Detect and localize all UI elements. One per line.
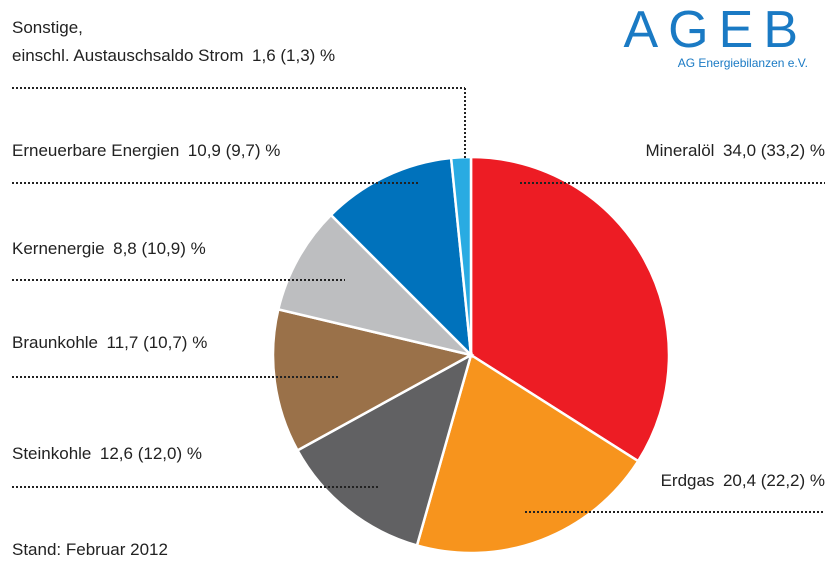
- value-label: 20,4 (22,2) %: [722, 471, 825, 490]
- slice-label: Erdgas 20,4 (22,2) %: [661, 467, 825, 495]
- pie-slice: [329, 156, 473, 359]
- footer: Stand: Februar 2012: [12, 540, 168, 559]
- value-label: 8,8 (10,9) %: [113, 239, 206, 258]
- value-label: 1,6 (1,3) %: [252, 46, 336, 65]
- value-label: 12,6 (12,0) %: [99, 444, 202, 463]
- logo-subtitle: AG Energiebilanzen e.V.: [677, 56, 808, 70]
- pie-slice: [276, 213, 475, 358]
- slice-label: Steinkohle 12,6 (12,0) %: [12, 440, 202, 468]
- slice-label: Kernenergie 8,8 (10,9) %: [12, 235, 206, 263]
- pie-slice: [295, 352, 474, 548]
- pie-slice: [415, 353, 640, 555]
- value-label: 11,7 (10,7) %: [106, 333, 208, 352]
- logo-title: AGEB: [623, 1, 808, 59]
- value-label: 10,9 (9,7) %: [187, 141, 281, 160]
- slice-label: Erneuerbare Energien 10,9 (9,7) %: [12, 137, 280, 165]
- category-name: Mineralöl: [645, 141, 715, 160]
- value-label: 34,0 (33,2) %: [722, 141, 825, 160]
- slice-label: Mineralöl 34,0 (33,2) %: [645, 137, 825, 165]
- pie-slice: [449, 155, 473, 356]
- pie-slice: [271, 307, 475, 453]
- category-name: Braunkohle: [12, 333, 99, 352]
- slice-label: Braunkohle 11,7 (10,7) %: [12, 329, 207, 357]
- category-name: Sonstige, einschl. Austauschsaldo Strom: [12, 18, 244, 65]
- category-name: Erdgas: [660, 471, 715, 490]
- category-name: Erneuerbare Energien: [12, 141, 180, 160]
- slice-label: Sonstige, einschl. Austauschsaldo Strom …: [12, 14, 335, 70]
- category-name: Steinkohle: [12, 444, 92, 463]
- category-name: Kernenergie: [12, 239, 105, 258]
